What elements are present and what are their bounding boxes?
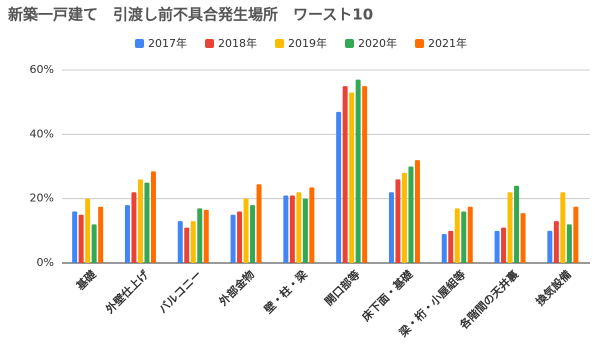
bar [184,227,190,263]
bar [395,179,401,263]
x-tick-label: 外壁仕上げ [102,267,152,317]
x-tick-label: 外部金物 [215,267,257,309]
x-tick-label: バルコニー [156,268,204,316]
bar [256,184,262,263]
bar [553,221,559,263]
bar [467,206,473,263]
bar [91,224,97,263]
y-tick-label: 20% [30,192,54,205]
bar [514,185,520,263]
legend-label: 2018年 [218,36,257,50]
bar [72,211,78,263]
y-tick-label: 60% [30,63,54,76]
bar [501,227,507,263]
bar [494,230,500,263]
x-tick-label: 換気設備 [533,267,574,308]
chart-title: 新築一戸建て 引渡し前不具合発生場所 ワースト10 [8,6,373,24]
bar [507,192,513,263]
bar [237,211,243,263]
bar [349,92,355,264]
bar [190,221,196,263]
bar [98,206,104,263]
bar [388,192,394,263]
bar [177,221,183,263]
y-tick-label: 0% [37,256,54,269]
bar [150,171,156,263]
legend-label: 2019年 [288,36,327,50]
bar [309,187,315,263]
bar [355,79,361,264]
bar [441,234,447,263]
bar [203,209,209,263]
bar [573,206,579,263]
legend-swatch [345,39,354,48]
legend-label: 2021年 [428,36,467,50]
bar [144,182,150,263]
bar [448,230,454,263]
bar [547,230,553,263]
bar [230,214,236,263]
bar [520,213,526,263]
legend-swatch [205,39,214,48]
bar [566,224,572,263]
bar [78,214,84,263]
y-tick-label: 40% [30,127,54,140]
legend-swatch [275,39,284,48]
bar [289,195,295,263]
bar [243,198,249,263]
bar [362,86,368,263]
legend-swatch [415,39,424,48]
bar [408,166,414,263]
x-tick-label: 壁・柱・梁 [261,267,310,316]
bar [401,172,407,263]
x-tick-label: 床下面・基礎 [359,267,416,324]
bar [336,111,342,263]
legend-swatch [135,39,144,48]
bar [124,205,130,263]
x-tick-label: 開口部等 [322,267,363,308]
bar [85,198,91,263]
bar [137,179,143,263]
bar [250,205,256,263]
bar [454,208,460,263]
bar [296,192,302,263]
bar [342,86,348,263]
bar [197,208,203,263]
legend-label: 2017年 [148,36,187,50]
bar [131,192,137,263]
legend-label: 2020年 [358,36,397,50]
x-tick-label: 基礎 [72,267,99,294]
bar [560,192,566,263]
bar [461,211,467,263]
bar [302,198,308,263]
bar [283,195,289,263]
bar [414,160,420,263]
